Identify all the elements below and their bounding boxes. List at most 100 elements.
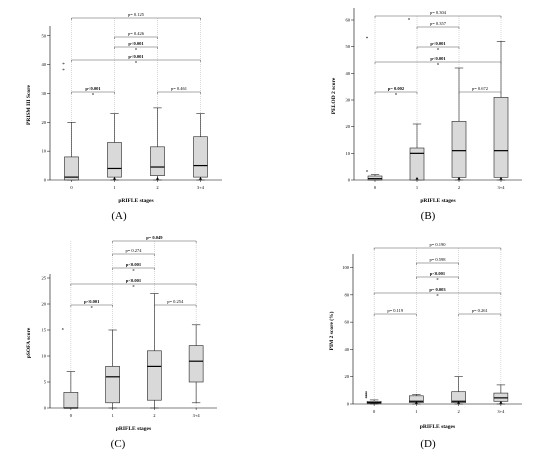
box bbox=[107, 142, 122, 178]
p-value-label: p= 0.254 bbox=[167, 299, 184, 304]
comparison-bracket bbox=[71, 17, 201, 20]
y-tick-label: 80 bbox=[345, 292, 350, 297]
chart-c: 0 5 10 15 20 25 0 1 2 3+4 pRIFLE stages pSOFA score… bbox=[26, 235, 217, 432]
box bbox=[493, 392, 509, 402]
chart-d: 0 20 40 60 80 100 0 1 2 3+4 pRIFLE stages PIM 2 sco… bbox=[328, 242, 522, 430]
comparison-bracket bbox=[373, 247, 502, 250]
outlier-marker: * bbox=[365, 392, 368, 397]
y-tick-label: 30 bbox=[42, 91, 47, 96]
significance-asterisk: * bbox=[135, 62, 138, 67]
p-value-label: p= 0.261 bbox=[472, 308, 488, 313]
y-axis-title: PRISM III Score bbox=[26, 84, 32, 124]
p-value-label: p<0.001 bbox=[128, 54, 144, 59]
min-marker bbox=[199, 177, 202, 180]
y-tick-label: 0 bbox=[348, 178, 351, 183]
x-tick-label: 3+4 bbox=[197, 185, 205, 190]
p-value-label: p= 0.002 bbox=[388, 86, 405, 91]
outlier-marker: * bbox=[365, 394, 368, 399]
comparison-bracket bbox=[157, 91, 201, 94]
x-tick-label: 2 bbox=[153, 413, 155, 418]
p-value-label: p= 0.672 bbox=[472, 86, 488, 91]
min-marker bbox=[457, 401, 461, 404]
p-value-label: p<0.001 bbox=[126, 278, 142, 283]
comparison-bracket bbox=[70, 304, 113, 307]
x-tick-label: 2 bbox=[458, 409, 460, 414]
comparison-bracket bbox=[114, 46, 158, 49]
p-value-label: p= 0.049 bbox=[146, 235, 163, 240]
outlier-marker: * bbox=[408, 19, 411, 24]
y-tick-label: 30 bbox=[346, 98, 351, 103]
box bbox=[193, 136, 208, 178]
x-axis-title: pRIFLE stages bbox=[420, 424, 455, 430]
panel-label-d: (D) bbox=[420, 438, 436, 450]
y-tick-label: 15 bbox=[42, 328, 47, 333]
p-value-label: p<0.001 bbox=[126, 262, 142, 267]
y-axis-title: pSOFA score bbox=[26, 327, 32, 358]
p-value-label: p<0.001 bbox=[430, 56, 446, 61]
comparison-bracket bbox=[71, 91, 115, 94]
x-tick-label: 3+4 bbox=[497, 409, 505, 414]
y-tick-label: 100 bbox=[342, 265, 350, 270]
outlier-marker: * bbox=[365, 397, 368, 402]
p-value-label: p= 0.125 bbox=[128, 12, 145, 17]
significance-asterisk: * bbox=[92, 94, 95, 99]
p-value-label: p<0.001 bbox=[430, 271, 446, 276]
comparison-bracket bbox=[458, 91, 502, 94]
y-tick-label: 0 bbox=[44, 406, 47, 411]
comparison-bracket bbox=[112, 267, 155, 270]
comparison-bracket bbox=[416, 276, 459, 279]
outlier-marker: * bbox=[366, 171, 369, 176]
y-tick-label: 20 bbox=[345, 374, 350, 379]
x-tick-label: 3+4 bbox=[193, 413, 201, 418]
comparison-bracket bbox=[374, 91, 418, 94]
comparison-bracket bbox=[374, 61, 502, 64]
comparison-bracket bbox=[154, 304, 197, 307]
y-tick-label: 20 bbox=[42, 120, 47, 125]
p-value-label: p= 0.304 bbox=[430, 10, 447, 15]
comparison-bracket bbox=[373, 292, 502, 295]
x-tick-label: 2 bbox=[156, 185, 158, 190]
p-value-label: p= 0.598 bbox=[429, 257, 446, 262]
y-tick-label: 25 bbox=[42, 276, 47, 281]
significance-asterisk: * bbox=[436, 295, 439, 300]
y-tick-label: 40 bbox=[345, 347, 350, 352]
chart-a: 0 10 20 30 40 50 0 1 2 3+4 pRIFLE stages PRISM III … bbox=[26, 12, 222, 204]
significance-asterisk: * bbox=[436, 279, 439, 284]
y-tick-label: 20 bbox=[42, 302, 47, 307]
x-tick-label: 1 bbox=[112, 413, 114, 418]
panel-d: 0 20 40 60 80 100 0 1 2 3+4 pRIFLE stages PIM 2 sco… bbox=[275, 228, 550, 457]
y-tick-label: 60 bbox=[345, 320, 350, 325]
box bbox=[188, 345, 204, 383]
x-tick-label: 1 bbox=[416, 185, 418, 190]
x-tick-label: 0 bbox=[374, 185, 377, 190]
x-tick-label: 3+4 bbox=[497, 185, 505, 190]
p-value-label: p= 0.426 bbox=[128, 31, 145, 36]
y-tick-label: 10 bbox=[42, 354, 47, 359]
box bbox=[105, 366, 120, 404]
box bbox=[63, 392, 79, 409]
p-value-label: p<0.001 bbox=[84, 299, 100, 304]
comparison-bracket bbox=[374, 15, 502, 18]
comparison-bracket bbox=[373, 313, 417, 316]
comparison-bracket bbox=[112, 253, 155, 256]
comparison-bracket bbox=[71, 59, 201, 62]
p-value-label: p= 0.003 bbox=[429, 287, 446, 292]
p-value-label: p<0.001 bbox=[128, 41, 144, 46]
box bbox=[150, 146, 165, 176]
min-marker bbox=[156, 177, 159, 180]
x-axis-title: pRIFLE stages bbox=[118, 198, 153, 204]
outlier-marker: * bbox=[62, 69, 65, 74]
x-tick-label: 0 bbox=[373, 409, 376, 414]
x-tick-label: 2 bbox=[458, 185, 460, 190]
y-tick-label: 60 bbox=[346, 18, 351, 23]
y-tick-label: 10 bbox=[346, 151, 351, 156]
p-value-label: p= 0.274 bbox=[125, 248, 142, 253]
panel-b: 0 10 20 30 40 50 60 0 1 2 3+4 pRIFLE stages PELOD 2 … bbox=[275, 0, 550, 228]
p-value-label: p= 0.461 bbox=[171, 86, 187, 91]
outlier-marker: * bbox=[365, 396, 368, 401]
x-tick-label: 0 bbox=[70, 185, 73, 190]
y-tick-label: 20 bbox=[346, 124, 351, 129]
comparison-bracket bbox=[114, 36, 158, 39]
p-value-label: p<0.001 bbox=[430, 41, 446, 46]
panel-c: 0 5 10 15 20 25 0 1 2 3+4 pRIFLE stages pSOFA score… bbox=[0, 228, 275, 457]
